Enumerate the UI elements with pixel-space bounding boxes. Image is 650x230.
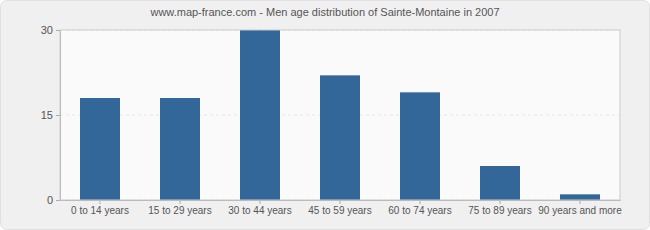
y-tick-mark bbox=[56, 200, 60, 201]
x-tick-label: 75 to 89 years bbox=[468, 205, 531, 216]
bar bbox=[560, 194, 600, 200]
x-tick: 45 to 59 years bbox=[308, 200, 371, 216]
x-tick-label: 90 years and more bbox=[538, 205, 622, 216]
bar bbox=[160, 98, 200, 200]
x-tick-label: 0 to 14 years bbox=[71, 205, 129, 216]
bar bbox=[480, 166, 520, 200]
y-tick: 30 bbox=[41, 24, 60, 36]
x-tick-mark bbox=[580, 200, 581, 204]
x-tick-label: 60 to 74 years bbox=[388, 205, 451, 216]
y-tick-label: 15 bbox=[41, 109, 53, 121]
x-tick: 75 to 89 years bbox=[468, 200, 531, 216]
bar bbox=[320, 75, 360, 200]
x-tick: 0 to 14 years bbox=[71, 200, 129, 216]
title: www.map-france.com - Men age distributio… bbox=[149, 6, 499, 18]
x-tick-mark bbox=[420, 200, 421, 204]
bar bbox=[80, 98, 120, 200]
x-tick: 90 years and more bbox=[538, 200, 622, 216]
y-tick: 0 bbox=[47, 194, 60, 206]
x-tick-mark bbox=[340, 200, 341, 204]
plot-frame bbox=[60, 30, 620, 200]
background bbox=[1, 1, 650, 230]
y-tick-label: 30 bbox=[41, 24, 53, 36]
x-tick-mark bbox=[500, 200, 501, 204]
x-tick-label: 15 to 29 years bbox=[148, 205, 211, 216]
x-tick: 30 to 44 years bbox=[228, 200, 291, 216]
x-tick: 15 to 29 years bbox=[148, 200, 211, 216]
plot-area bbox=[60, 30, 620, 200]
x-tick-mark bbox=[180, 200, 181, 204]
y-tick: 15 bbox=[41, 109, 60, 121]
bar bbox=[240, 30, 280, 200]
x-tick-label: 30 to 44 years bbox=[228, 205, 291, 216]
x-axis: 0 to 14 years 15 to 29 years 30 to 44 year… bbox=[61, 200, 623, 216]
x-tick-mark bbox=[260, 200, 261, 204]
y-axis: 0 15 30 bbox=[41, 24, 61, 206]
y-tick-mark bbox=[56, 115, 60, 116]
y-tick-label: 0 bbox=[47, 194, 53, 206]
y-tick-mark bbox=[56, 30, 60, 31]
x-tick-mark bbox=[100, 200, 101, 204]
x-tick: 60 to 74 years bbox=[388, 200, 451, 216]
x-tick-label: 45 to 59 years bbox=[308, 205, 371, 216]
bar bbox=[400, 92, 440, 200]
